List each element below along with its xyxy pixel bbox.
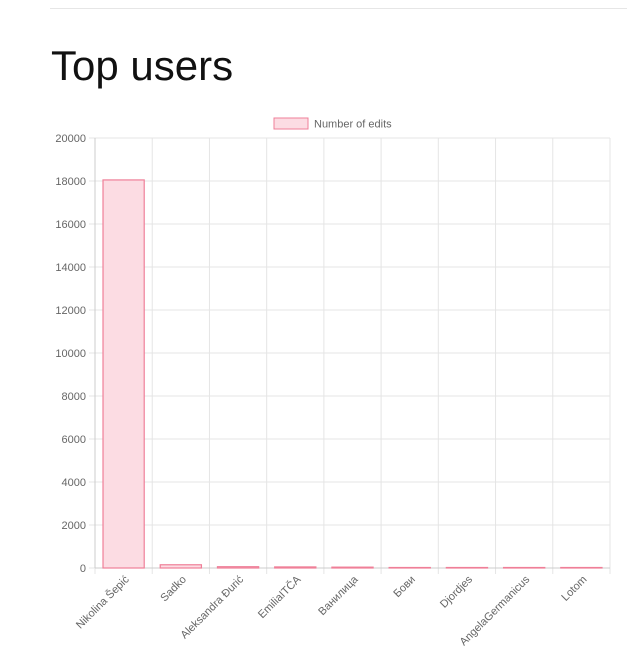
chart-legend[interactable]: Number of edits <box>273 117 392 131</box>
legend-swatch <box>273 117 309 130</box>
bar[interactable] <box>274 566 317 569</box>
bar[interactable] <box>388 566 431 569</box>
y-tick-label: 16000 <box>55 219 86 231</box>
y-tick-labels: 0 2000 4000 6000 8000 10000 12000 14000 16000 180… <box>55 133 86 575</box>
bar[interactable] <box>159 564 203 569</box>
y-tick-label: 10000 <box>55 348 86 360</box>
y-tick-label: 6000 <box>62 434 86 446</box>
x-tick-label: Бови <box>391 574 417 600</box>
bar[interactable] <box>560 566 603 569</box>
y-tick-label: 8000 <box>62 391 86 403</box>
bar[interactable] <box>331 566 374 569</box>
grid <box>89 137 611 574</box>
x-tick-label: Ванилица <box>316 573 361 618</box>
x-tick-label: Lotom <box>559 574 589 604</box>
y-tick-label: 12000 <box>55 305 86 317</box>
x-tick-label: Sadko <box>158 574 189 605</box>
page-title: Top users <box>51 42 234 89</box>
y-tick-label: 20000 <box>55 133 86 145</box>
x-tick-label: Aleksandra Đurić <box>178 573 246 641</box>
y-tick-label: 4000 <box>62 477 86 489</box>
legend-label: Number of edits <box>314 119 392 131</box>
y-tick-label: 0 <box>80 563 86 575</box>
y-tick-label: 14000 <box>55 262 86 274</box>
x-tick-label: Nikolina Šepić <box>73 573 132 632</box>
top-divider <box>50 8 627 9</box>
x-tick-label: EmiliaITČA <box>255 572 304 621</box>
bar[interactable] <box>102 179 145 569</box>
bars <box>102 179 603 569</box>
bar[interactable] <box>216 566 260 569</box>
y-tick-label: 18000 <box>55 176 86 188</box>
x-tick-label: Djordjes <box>438 573 475 610</box>
bar[interactable] <box>445 566 489 569</box>
bar[interactable] <box>502 566 546 569</box>
y-tick-label: 2000 <box>62 520 86 532</box>
